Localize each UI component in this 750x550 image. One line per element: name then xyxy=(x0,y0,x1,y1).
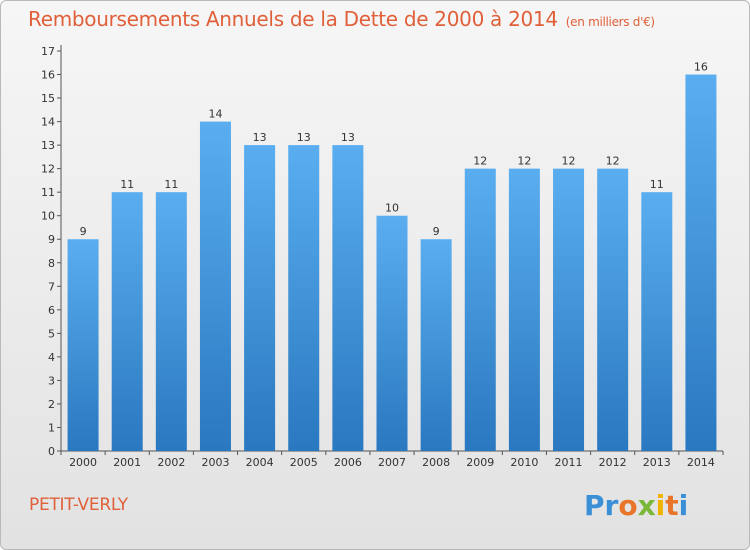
data-label: 11 xyxy=(650,178,664,191)
data-label: 9 xyxy=(433,225,440,238)
data-label: 9 xyxy=(80,225,87,238)
y-tick-label: 11 xyxy=(41,186,55,199)
x-tick-label: 2003 xyxy=(201,456,229,469)
y-tick-label: 3 xyxy=(48,374,55,387)
data-label: 16 xyxy=(694,61,708,74)
y-tick-label: 13 xyxy=(41,139,55,152)
y-tick-label: 6 xyxy=(48,304,55,317)
data-label: 12 xyxy=(562,155,576,168)
chart-unit: (en milliers d'€) xyxy=(565,15,655,29)
bar xyxy=(641,192,673,452)
logo-letter: t xyxy=(665,489,679,522)
bar xyxy=(376,215,408,451)
x-tick-label: 2006 xyxy=(334,456,362,469)
x-tick-label: 2011 xyxy=(555,456,583,469)
x-tick-label: 2002 xyxy=(157,456,185,469)
x-tick-label: 2000 xyxy=(69,456,97,469)
data-label: 11 xyxy=(120,178,134,191)
logo-letter: P xyxy=(584,489,605,522)
bar xyxy=(597,168,629,451)
y-tick-label: 0 xyxy=(48,445,55,458)
proxiti-logo: Proxiti xyxy=(584,489,688,522)
logo-letter: r xyxy=(604,489,619,522)
y-tick-label: 5 xyxy=(48,327,55,340)
bar xyxy=(67,239,99,451)
y-tick-label: 16 xyxy=(41,69,55,82)
x-tick-label: 2012 xyxy=(599,456,627,469)
x-tick-label: 2005 xyxy=(290,456,318,469)
data-label: 10 xyxy=(385,202,399,215)
x-tick-label: 2008 xyxy=(422,456,450,469)
y-tick-label: 4 xyxy=(48,351,55,364)
x-tick-label: 2004 xyxy=(246,456,274,469)
y-tick-label: 15 xyxy=(41,92,55,105)
x-tick-label: 2013 xyxy=(643,456,671,469)
logo-letter: o xyxy=(618,489,638,522)
bar xyxy=(244,145,276,451)
y-tick-label: 17 xyxy=(41,45,55,58)
chart-title: Remboursements Annuels de la Dette de 20… xyxy=(28,7,655,31)
bar xyxy=(199,121,231,452)
data-label: 11 xyxy=(164,178,178,191)
x-tick-label: 2010 xyxy=(510,456,538,469)
data-label: 13 xyxy=(341,131,355,144)
y-tick-label: 7 xyxy=(48,280,55,293)
y-tick-label: 12 xyxy=(41,163,55,176)
bar xyxy=(464,168,496,451)
commune-name: PETIT-VERLY xyxy=(29,495,128,515)
y-tick-label: 1 xyxy=(48,421,55,434)
y-tick-label: 2 xyxy=(48,398,55,411)
x-tick-label: 2009 xyxy=(466,456,494,469)
bar xyxy=(508,168,540,451)
y-tick-label: 8 xyxy=(48,257,55,270)
y-tick-label: 14 xyxy=(41,116,55,129)
bar xyxy=(155,192,187,452)
data-label: 12 xyxy=(606,155,620,168)
x-tick-label: 2007 xyxy=(378,456,406,469)
bar xyxy=(332,145,364,451)
bar xyxy=(111,192,143,452)
bar xyxy=(553,168,585,451)
logo-letter: i xyxy=(678,489,689,522)
y-tick-label: 9 xyxy=(48,233,55,246)
x-tick-label: 2014 xyxy=(687,456,715,469)
bar xyxy=(420,239,452,451)
chart-title-text: Remboursements Annuels de la Dette de 20… xyxy=(28,7,558,31)
data-label: 12 xyxy=(517,155,531,168)
data-label: 13 xyxy=(253,131,267,144)
data-label: 13 xyxy=(297,131,311,144)
logo-letter: x xyxy=(637,489,656,522)
bar xyxy=(685,74,717,451)
data-label: 12 xyxy=(473,155,487,168)
bar xyxy=(288,145,320,451)
data-label: 14 xyxy=(208,108,222,121)
y-tick-label: 10 xyxy=(41,210,55,223)
logo-letter: i xyxy=(655,489,666,522)
x-tick-label: 2001 xyxy=(113,456,141,469)
